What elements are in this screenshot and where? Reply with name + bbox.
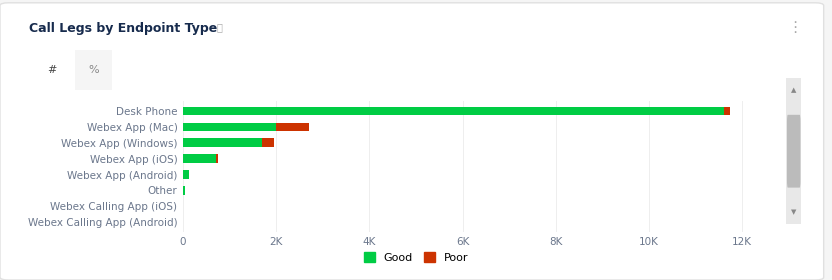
FancyBboxPatch shape [787,115,800,188]
Bar [183,123,276,131]
FancyBboxPatch shape [0,3,824,280]
FancyBboxPatch shape [73,48,114,92]
Bar [183,154,215,163]
Text: ⓘ: ⓘ [216,22,222,32]
Bar [276,123,309,131]
Text: ▼: ▼ [791,209,796,215]
Bar [183,139,262,147]
Bar [183,170,189,179]
Text: %: % [88,65,99,75]
FancyBboxPatch shape [32,48,72,92]
Text: ⋮: ⋮ [788,20,803,35]
Text: #: # [47,65,57,75]
Text: ▲: ▲ [791,87,796,93]
Bar [183,107,724,115]
FancyBboxPatch shape [785,64,803,239]
Bar [215,154,219,163]
Bar [724,107,730,115]
Bar [183,186,185,195]
Bar [262,139,274,147]
Text: Call Legs by Endpoint Type: Call Legs by Endpoint Type [29,22,217,35]
Legend: Good, Poor: Good, Poor [359,248,473,267]
